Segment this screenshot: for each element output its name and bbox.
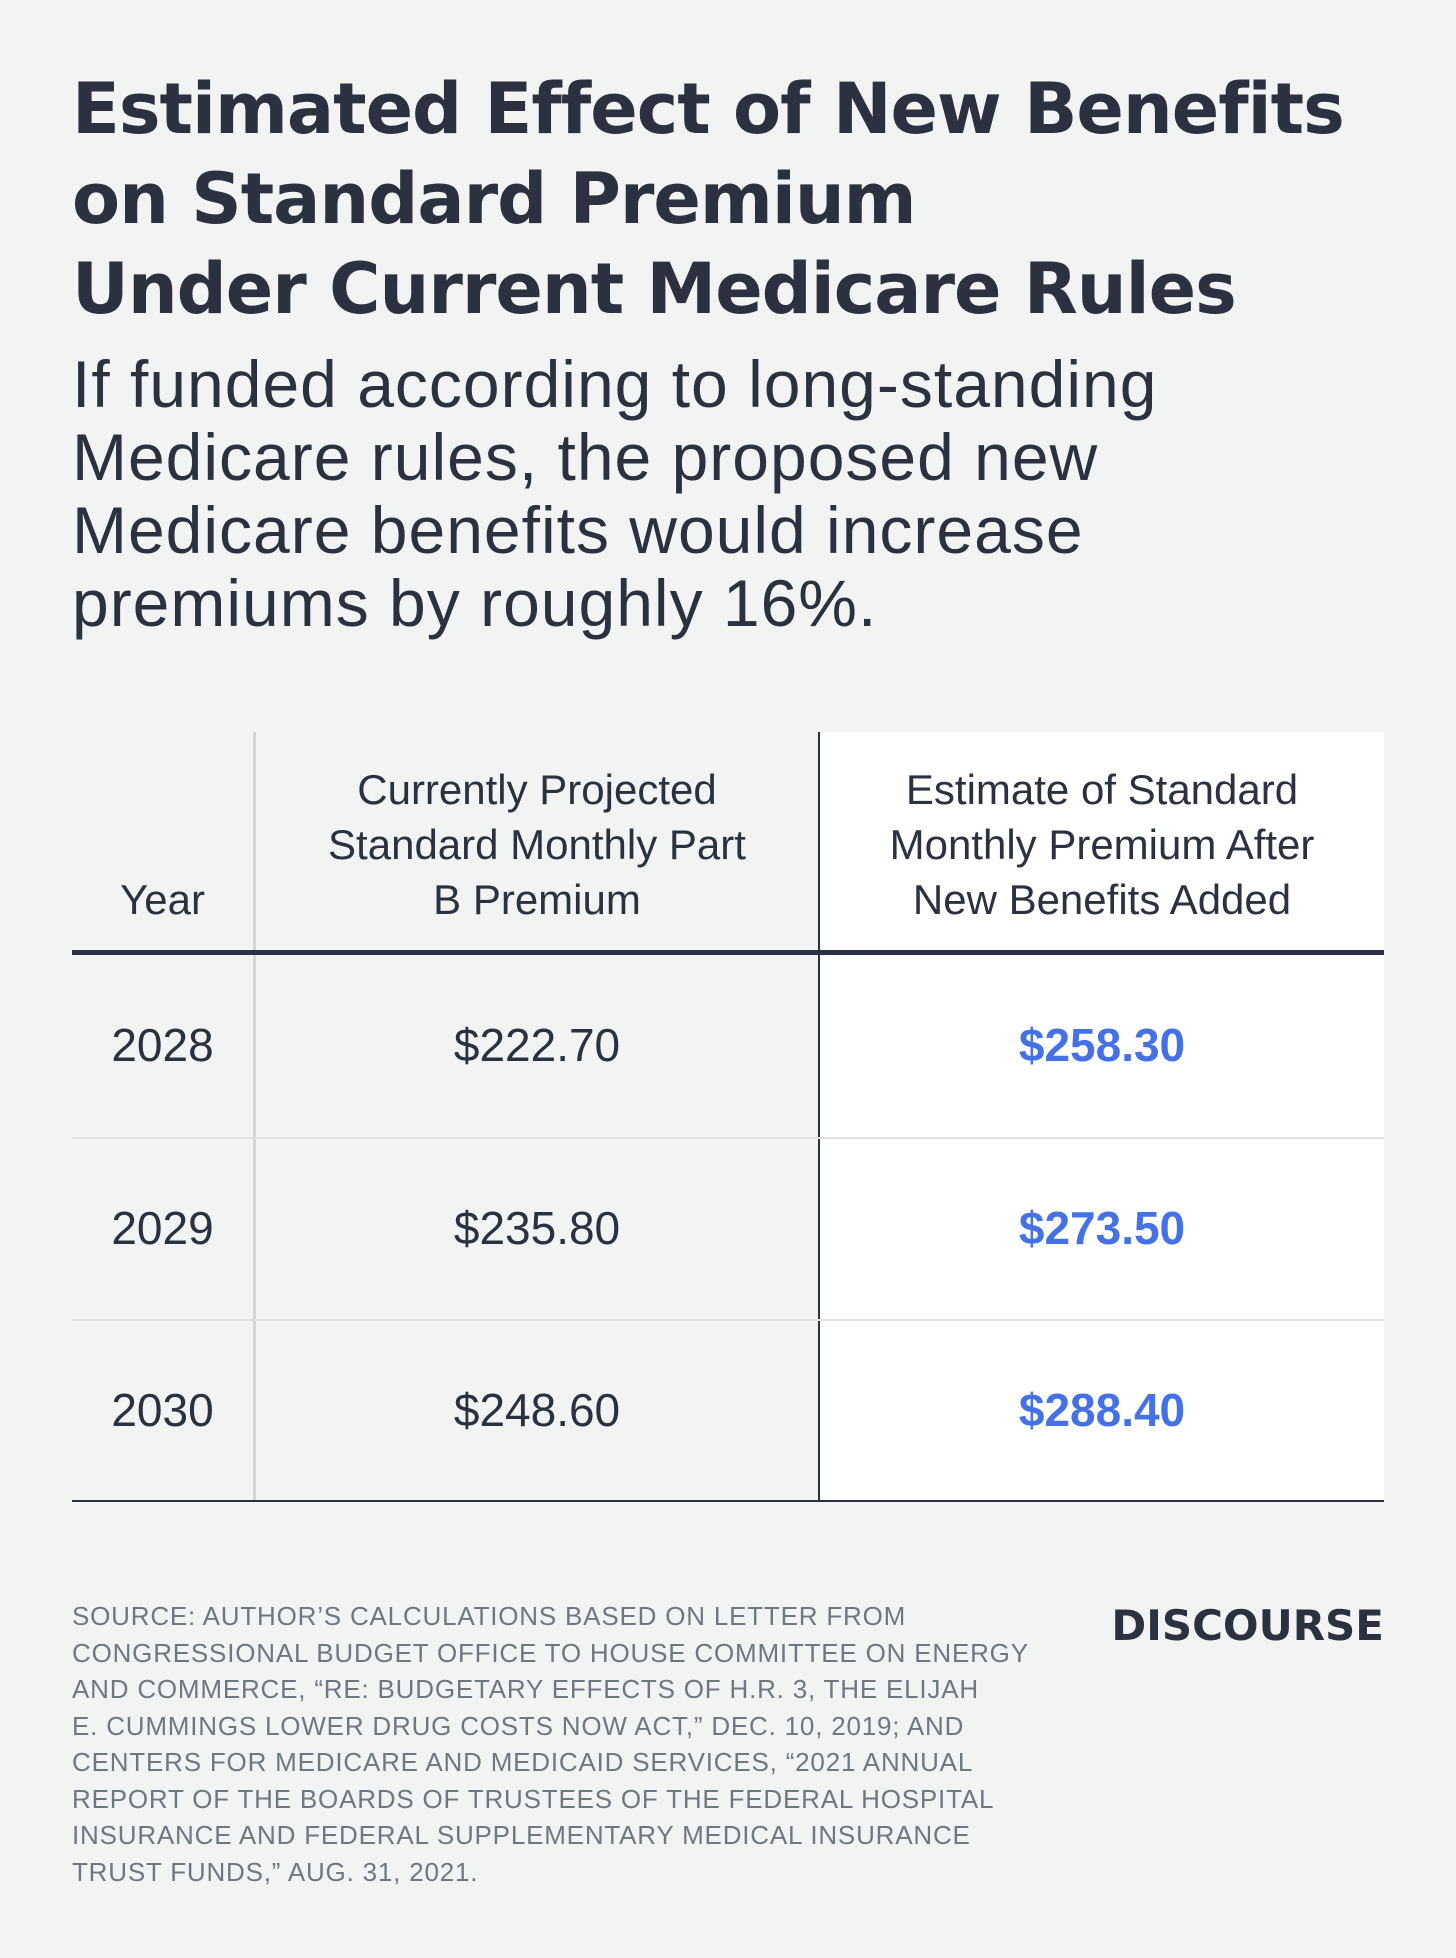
year-column-divider — [253, 732, 256, 1502]
header-year: Year — [72, 872, 253, 927]
header-line: New Benefits Added — [912, 876, 1292, 923]
header-line: B Premium — [433, 876, 641, 923]
title-line: on Standard Premium — [72, 158, 917, 240]
estimate-column-divider — [818, 732, 820, 1502]
source-line: E. CUMMINGS LOWER DRUG COSTS NOW ACT,” D… — [72, 1710, 965, 1741]
cell-year: 2029 — [111, 1202, 214, 1254]
cell-estimated-premium: $258.30 — [1018, 1019, 1186, 1071]
subtitle-line: Medicare rules, the proposed new — [72, 420, 1099, 494]
premium-table: Year Currently Projected Standard Monthl… — [72, 732, 1384, 1502]
subtitle-line: Medicare benefits would increase — [72, 493, 1084, 567]
cell-estimated-premium: $273.50 — [1018, 1202, 1186, 1254]
cell-year: 2030 — [111, 1384, 214, 1436]
header-line: Standard Monthly Part — [328, 821, 746, 868]
source-line: REPORT OF THE BOARDS OF TRUSTEES OF THE … — [72, 1783, 995, 1814]
discourse-logo: DISCOURSE — [1111, 1601, 1384, 1650]
subtitle-line: If funded according to long-standing — [72, 347, 1158, 421]
source-line: CENTERS FOR MEDICARE AND MEDICAID SERVIC… — [72, 1747, 974, 1777]
table-bottom-rule — [72, 1500, 1384, 1502]
cell-current-premium: $222.70 — [453, 1019, 621, 1071]
subtitle-line: premiums by roughly 16%. — [72, 566, 878, 640]
row-divider — [72, 1137, 1384, 1139]
source-line: INSURANCE AND FEDERAL SUPPLEMENTARY MEDI… — [72, 1820, 971, 1850]
source-line: AND COMMERCE, “RE: BUDGETARY EFFECTS OF … — [72, 1674, 979, 1704]
source-note: SOURCE: AUTHOR’S CALCULATIONS BASED ON L… — [72, 1598, 1032, 1890]
source-line: TRUST FUNDS,” AUG. 31, 2021. — [72, 1856, 479, 1887]
chart-title: Estimated Effect of New Benefits on Stan… — [72, 64, 1372, 334]
chart-subtitle: If funded according to long-standing Med… — [72, 348, 1372, 640]
cell-current-premium: $235.80 — [453, 1202, 621, 1254]
row-divider — [72, 1319, 1384, 1321]
cell-current-premium: $248.60 — [453, 1384, 621, 1436]
header-current-premium: Currently Projected Standard Monthly Par… — [256, 762, 818, 927]
header-estimated-premium: Estimate of Standard Monthly Premium Aft… — [820, 762, 1384, 927]
header-line: Year — [120, 876, 205, 923]
header-line: Currently Projected — [357, 766, 717, 813]
header-line: Monthly Premium After — [889, 821, 1315, 868]
source-line: CONGRESSIONAL BUDGET OFFICE TO HOUSE COM… — [72, 1637, 1029, 1668]
source-line: SOURCE: AUTHOR’S CALCULATIONS BASED ON L… — [72, 1601, 907, 1631]
header-divider — [72, 950, 1384, 955]
estimate-column-background — [819, 732, 1384, 1502]
title-line: Estimated Effect of New Benefits — [72, 68, 1345, 150]
header-line: Estimate of Standard — [905, 766, 1299, 813]
cell-estimated-premium: $288.40 — [1018, 1384, 1186, 1436]
title-line: Under Current Medicare Rules — [72, 248, 1237, 330]
cell-year: 2028 — [111, 1019, 214, 1071]
